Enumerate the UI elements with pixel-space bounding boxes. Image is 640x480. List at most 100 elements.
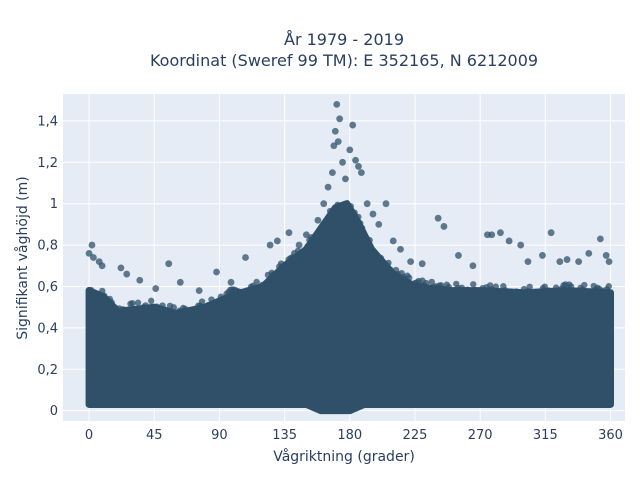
band-edge-point	[588, 292, 596, 299]
x-tick-label: 135	[272, 428, 297, 443]
data-point	[605, 258, 613, 266]
chart-title-line2: Koordinat (Sweref 99 TM): E 352165, N 62…	[150, 51, 538, 70]
band-edge-point	[458, 284, 466, 291]
y-tick-labels: 0 0,2 0,4 0,6 0,8 1 1,2 1,4	[37, 114, 58, 419]
band-edge-point	[148, 297, 155, 305]
data-point	[397, 245, 404, 253]
band-edge-point	[468, 292, 475, 300]
data-point	[334, 138, 342, 146]
data-point	[213, 268, 220, 276]
band-edge-point	[422, 279, 430, 287]
band-edge-point	[385, 259, 392, 267]
x-tick-label: 360	[598, 428, 623, 443]
band-edge-point	[159, 302, 166, 309]
band-edge-point	[309, 240, 317, 247]
band-edge-point	[575, 291, 582, 299]
data-point	[136, 276, 144, 284]
band-edge-point	[313, 235, 321, 243]
band-edge-point	[502, 287, 509, 294]
data-point	[418, 260, 426, 268]
data-point	[455, 252, 462, 259]
band-edge-point	[294, 247, 302, 254]
x-tick-labels: 0 45 90 135 180 225 270 315 360	[85, 428, 623, 443]
x-tick-label: 0	[85, 428, 93, 443]
data-point	[556, 258, 564, 266]
data-point	[369, 210, 377, 218]
band-edge-point	[191, 311, 198, 318]
band-edge-point	[366, 236, 373, 244]
data-point	[357, 169, 365, 177]
data-point	[524, 258, 532, 266]
band-edge-point	[170, 304, 178, 311]
band-edge-point	[87, 286, 95, 294]
data-point	[382, 200, 390, 208]
data-point	[273, 237, 281, 245]
data-point	[339, 158, 346, 166]
band-edge-point	[253, 278, 260, 286]
data-point	[563, 256, 571, 263]
data-point	[314, 216, 322, 224]
data-point	[342, 175, 349, 183]
dense-point-band	[85, 200, 615, 415]
data-point	[324, 183, 332, 191]
band-edge-point	[347, 203, 355, 210]
data-point	[195, 287, 203, 295]
x-tick-label: 270	[468, 428, 493, 443]
x-tick-label: 225	[403, 428, 428, 443]
data-point	[346, 146, 354, 154]
band-edge-point	[117, 311, 125, 318]
data-point	[165, 260, 173, 268]
data-point	[329, 169, 336, 177]
band-edge-point	[605, 283, 612, 290]
data-point	[355, 163, 362, 170]
band-edge-point	[108, 299, 115, 306]
data-point	[407, 258, 415, 266]
data-point	[85, 249, 93, 257]
band-edge-point	[526, 283, 533, 291]
band-edge-point	[340, 206, 347, 213]
scatter-points	[85, 100, 613, 295]
y-tick-label: 0	[50, 404, 58, 419]
x-tick-label: 180	[337, 428, 362, 443]
data-point	[330, 142, 338, 150]
band-edge-point	[518, 294, 526, 301]
band-edge-point	[274, 273, 281, 280]
y-tick-label: 0,8	[37, 239, 58, 254]
x-tick-label: 90	[211, 428, 228, 443]
band-edge-point	[125, 311, 132, 319]
x-tick-label: 45	[146, 428, 163, 443]
data-point	[505, 237, 513, 245]
band-edge-point	[556, 290, 564, 297]
band-edge-point	[134, 299, 142, 306]
data-point	[123, 270, 131, 278]
data-point	[176, 278, 184, 286]
band-edge-point	[445, 283, 452, 291]
data-point	[389, 237, 397, 245]
band-edge-point	[567, 283, 575, 290]
band-edge-point	[426, 289, 434, 297]
data-point	[302, 231, 310, 239]
data-point	[488, 231, 496, 239]
data-point	[469, 262, 477, 270]
data-point	[352, 156, 359, 164]
data-point	[320, 200, 328, 208]
data-point	[98, 262, 106, 270]
data-point	[517, 241, 525, 249]
data-point	[227, 278, 235, 286]
band-edge-point	[405, 274, 413, 281]
data-point	[547, 229, 555, 237]
x-tick-label: 315	[533, 428, 558, 443]
y-tick-label: 1	[50, 197, 58, 212]
band-edge-point	[97, 296, 104, 304]
chart-title-line1: År 1979 - 2019	[284, 30, 404, 49]
band-edge-point	[266, 276, 274, 283]
y-tick-label: 0,6	[37, 280, 58, 295]
band-edge-point	[390, 275, 398, 282]
data-point	[90, 254, 97, 261]
data-point	[539, 252, 546, 259]
data-point	[266, 241, 274, 249]
band-edge-point	[351, 209, 358, 216]
data-point	[585, 249, 593, 257]
band-edge-point	[601, 293, 609, 300]
